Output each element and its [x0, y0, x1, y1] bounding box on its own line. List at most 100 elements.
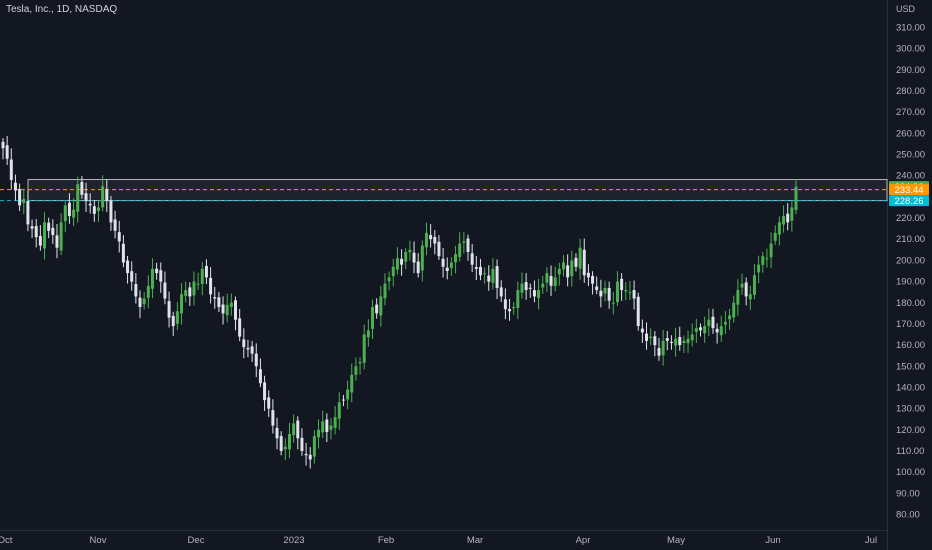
- candle-body: [308, 454, 312, 460]
- candle-body: [159, 270, 163, 282]
- candle-body: [38, 235, 42, 246]
- candle-body: [582, 249, 586, 276]
- candle-body: [537, 290, 541, 299]
- candle-body: [777, 222, 781, 235]
- candle-body: [632, 290, 636, 299]
- candle-body: [292, 423, 296, 436]
- candle-body: [508, 308, 512, 312]
- candle-body: [557, 268, 561, 275]
- y-tick-label: 200.00: [896, 255, 925, 266]
- candle-body: [458, 243, 462, 258]
- candle-body: [234, 300, 238, 320]
- candle-body: [43, 222, 47, 249]
- candle-body: [22, 199, 26, 203]
- candle-body: [404, 251, 408, 262]
- candle-body: [375, 304, 379, 314]
- candle-body: [279, 436, 283, 451]
- candle-body: [13, 182, 17, 191]
- candle-body: [354, 366, 358, 375]
- candle-body: [26, 201, 30, 225]
- candle-body: [549, 276, 553, 286]
- candle-body: [254, 353, 258, 367]
- y-tick-label: 110.00: [896, 446, 924, 457]
- candle-body: [586, 272, 590, 278]
- y-tick-label: 220.00: [896, 213, 925, 224]
- candle-body: [1, 141, 5, 149]
- candle-body: [76, 184, 80, 212]
- candle-body: [661, 340, 665, 356]
- x-tick-label: Jul: [865, 535, 877, 546]
- candle-body: [732, 302, 736, 318]
- candle-body: [387, 277, 391, 282]
- candle-body: [317, 429, 321, 438]
- candle-body: [478, 266, 482, 276]
- candle-body: [491, 268, 495, 283]
- y-tick-label: 290.00: [896, 65, 925, 76]
- candle-body: [674, 338, 678, 346]
- candle-body: [420, 245, 424, 271]
- y-tick-label: 240.00: [896, 171, 925, 182]
- y-tick-label: 160.00: [896, 340, 925, 351]
- candle-body: [703, 326, 707, 334]
- candle-body: [246, 347, 250, 350]
- candle-body: [620, 278, 624, 291]
- candle-body: [321, 421, 325, 433]
- candle-body: [761, 256, 765, 265]
- candle-body: [441, 258, 445, 267]
- upper-level-badge: [889, 184, 929, 196]
- candle-body: [752, 275, 756, 295]
- candle-body: [304, 453, 308, 456]
- candle-body: [740, 283, 744, 288]
- candle-body: [532, 290, 536, 297]
- candle-body: [524, 282, 528, 291]
- candle-body: [665, 338, 669, 341]
- y-tick-label: 310.00: [896, 23, 925, 34]
- candle-body: [744, 282, 748, 297]
- lower-level-badge: [889, 195, 929, 207]
- candle-body: [715, 328, 719, 333]
- y-tick-label: 140.00: [896, 382, 925, 393]
- y-tick-label: 90.00: [896, 488, 920, 499]
- candle-body: [416, 261, 420, 274]
- candle-body: [424, 232, 428, 248]
- candle-body: [263, 382, 267, 401]
- candle-body: [358, 362, 362, 364]
- candle-body: [300, 437, 304, 451]
- candle-body: [545, 273, 549, 283]
- candle-body: [678, 336, 682, 346]
- candle-body: [117, 232, 121, 242]
- candle-body: [628, 292, 632, 294]
- y-tick-label: 150.00: [896, 361, 925, 372]
- candle-body: [346, 389, 350, 400]
- candle-body: [748, 294, 752, 300]
- candle-body: [470, 253, 474, 265]
- y-tick-label: 180.00: [896, 298, 925, 309]
- candle-body: [275, 427, 279, 439]
- candle-body: [503, 299, 507, 310]
- candle-body: [574, 257, 578, 267]
- candle-body: [47, 222, 51, 231]
- candle-body: [101, 186, 105, 208]
- candle-body: [221, 304, 225, 314]
- y-tick-label: 190.00: [896, 277, 925, 288]
- candle-body: [84, 193, 88, 202]
- candle-body: [395, 258, 399, 270]
- candle-body: [155, 268, 159, 274]
- candle-body: [171, 315, 175, 327]
- candle-body: [209, 277, 213, 295]
- candle-body: [175, 311, 179, 324]
- candle-body: [707, 319, 711, 327]
- currency-label: USD: [896, 4, 916, 14]
- candle-body: [790, 207, 794, 221]
- candle-body: [757, 264, 761, 273]
- candle-body: [645, 333, 649, 341]
- candle-body: [180, 294, 184, 314]
- y-tick-label: 100.00: [896, 467, 925, 478]
- y-tick-label: 210.00: [896, 234, 925, 245]
- candle-body: [96, 207, 100, 211]
- candle-body: [437, 241, 441, 257]
- candle-body: [487, 275, 491, 282]
- candle-body: [383, 283, 387, 299]
